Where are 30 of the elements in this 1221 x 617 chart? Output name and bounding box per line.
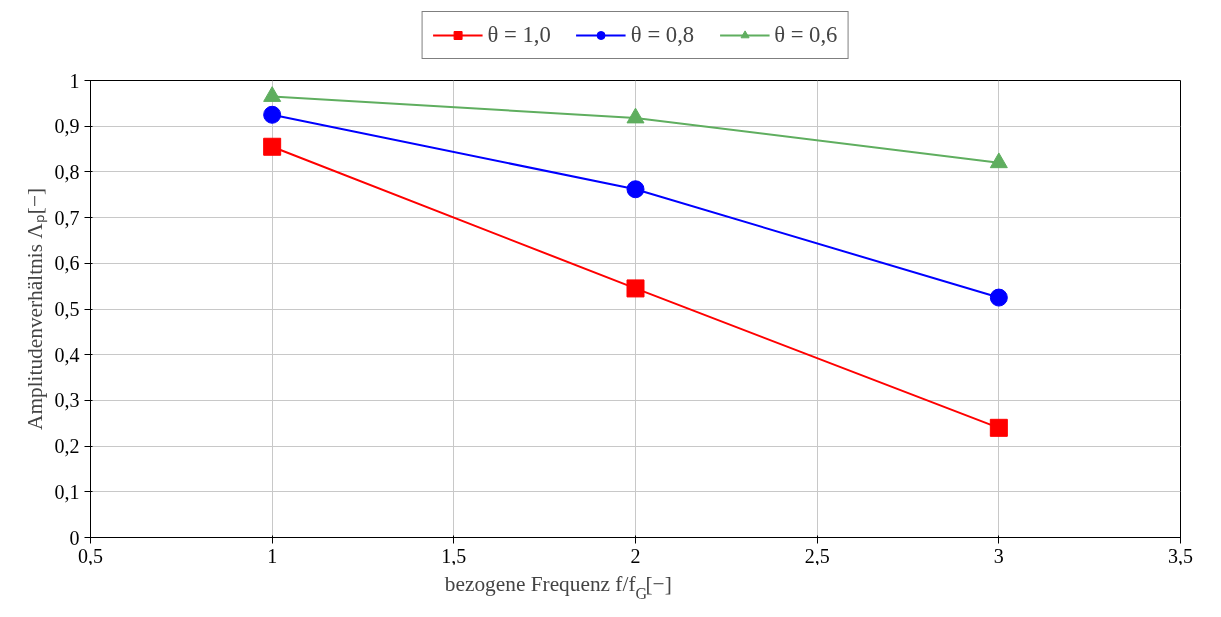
point [626, 180, 645, 199]
y-tick-label: 0,7 [54, 206, 80, 229]
x-tick-label: 3,5 [1168, 544, 1193, 567]
point [626, 279, 645, 298]
y-tick-label: 0,3 [54, 389, 80, 412]
y-tick-label: 0,2 [54, 435, 80, 458]
y-tick-label: 0 [69, 526, 80, 549]
x-tick-label: 2 [630, 544, 641, 567]
legend-label: θ = 1,0 [487, 22, 551, 48]
y-tick-label: 0,5 [54, 298, 80, 320]
point [989, 418, 1008, 437]
legend-label: θ = 0,8 [630, 22, 695, 48]
y-tick-label: 0,6 [54, 252, 80, 275]
y-tick-label: 0,8 [54, 160, 80, 183]
point [989, 152, 1008, 169]
x-tick-label: 3 [993, 544, 1004, 567]
y-tick-label: 0,4 [54, 343, 80, 366]
point [626, 107, 645, 124]
x-tick-label: 2,5 [804, 544, 830, 567]
point [263, 105, 282, 124]
y-tick-label: 1 [69, 69, 80, 92]
y-axis-title: Amplitudenverhältnis Λₚ[−] [22, 187, 48, 431]
y-tick-label: 0,1 [54, 480, 80, 503]
point [263, 86, 282, 102]
x-tick-label: 1,5 [441, 544, 467, 567]
y-tick-label: 0,9 [54, 115, 80, 138]
point [263, 137, 282, 156]
x-tick-label: 1 [267, 544, 278, 567]
legend-label: θ = 0,6 [774, 22, 838, 48]
point [989, 288, 1008, 307]
